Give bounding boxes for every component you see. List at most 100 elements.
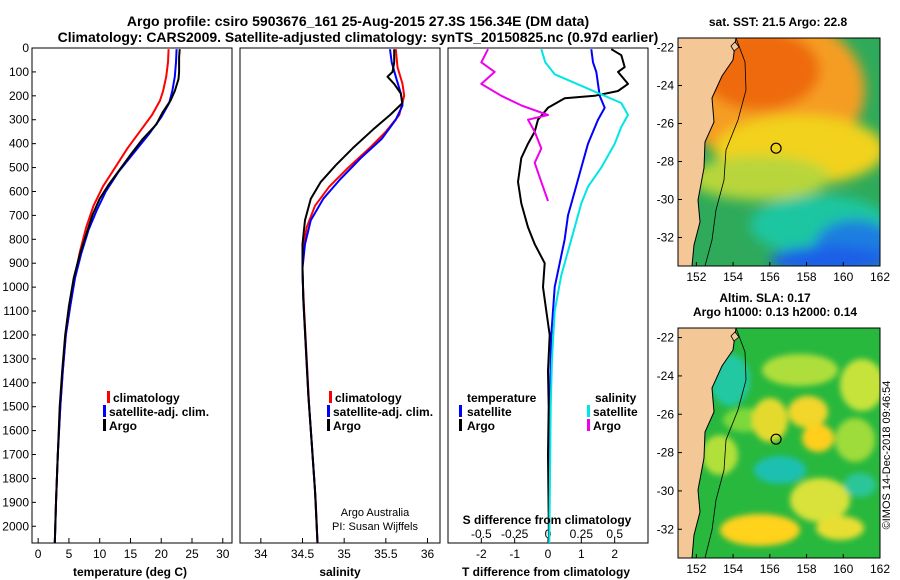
legend-climatology-swatch (107, 391, 110, 403)
depth-tick-label: 1100 (3, 304, 29, 318)
island (730, 41, 740, 52)
legend-argo-label: Argo (109, 419, 137, 433)
sla-map-title-1: Altim. SLA: 0.17 (719, 291, 811, 305)
map-y-tick-label: -24 (657, 79, 675, 93)
temperature-difference-axis: -2 -1 0 1 2 (476, 538, 618, 561)
isobath (704, 38, 747, 266)
x-tick-label: 2 (611, 547, 618, 561)
legend-climatology-label: climatology (113, 391, 180, 405)
depth-tick-label: 300 (9, 113, 29, 127)
x-tick-label: 5 (66, 547, 73, 561)
legend-salinity-title: salinity (595, 391, 637, 405)
x-tick-label: -1 (509, 547, 520, 561)
temperature-axis-label: temperature (deg C) (73, 565, 187, 579)
s-diff-tick-label: -0.5 (471, 527, 492, 541)
legend-s-satellite-swatch (587, 405, 590, 417)
sla-map-title-2: Argo h1000: 0.13 h2000: 0.14 (693, 305, 857, 319)
depth-tick-label: 1800 (2, 471, 29, 485)
depth-tick-label: 1400 (2, 376, 29, 390)
map-x-tick-label: 162 (870, 562, 890, 576)
series-line-s-satellite (540, 48, 629, 544)
copyright-stamp: ©IMOS 14-Dec-2018 09:46:54 (881, 381, 893, 530)
sla-map: Altim. SLA: 0.17 Argo h1000: 0.13 h2000:… (657, 291, 891, 576)
map-x-tick-label: 154 (723, 270, 743, 284)
map-y-tick-label: -22 (657, 331, 675, 345)
isobath (704, 328, 747, 558)
x-tick-label: 20 (155, 547, 169, 561)
depth-tick-label: 1200 (2, 328, 29, 342)
depth-tick-label: 700 (9, 208, 29, 222)
depth-tick-label: 800 (9, 232, 29, 246)
australia-coast (678, 328, 737, 558)
map-x-tick-label: 160 (833, 270, 853, 284)
legend-t-satellite-label: satellite (467, 405, 512, 419)
salinity-legend: climatology satellite-adj. clim. Argo (327, 391, 433, 433)
map-x-tick-label: 154 (723, 562, 743, 576)
x-tick-label: 0 (35, 547, 42, 561)
salinity-panel: 34 34.5 35 35.5 36 salinity climatology sate… (239, 47, 441, 579)
difference-legend: temperature satellite Argo salinity sate… (459, 391, 638, 433)
difference-series (480, 48, 629, 544)
temperature-plot-frame (31, 47, 233, 544)
legend-t-argo-label: Argo (467, 419, 495, 433)
sla-map-field (678, 328, 880, 558)
map-x-tick-label: 156 (760, 562, 780, 576)
credit-line-1: Argo Australia (341, 507, 410, 519)
map-y-tick-label: -30 (657, 484, 675, 498)
legend-t-satellite-swatch (459, 405, 462, 417)
map-x-tick-label: 158 (797, 270, 817, 284)
s-diff-tick-label: -0.25 (501, 527, 529, 541)
sst-map-frame (677, 37, 881, 267)
sst-map-field (678, 38, 880, 266)
salinity-x-axis: 34 34.5 35 35.5 36 (254, 538, 434, 561)
series-line-t-satellite (548, 49, 606, 544)
map-y-tick-label: -32 (657, 231, 675, 245)
salinity-series (301, 49, 406, 544)
sst-map: sat. SST: 21.5 Argo: 22.8 152 154 156 158 16… (657, 15, 891, 285)
map-y-tick-label: -32 (657, 522, 675, 536)
x-tick-label: 15 (124, 547, 138, 561)
x-tick-label: 25 (185, 547, 199, 561)
legend-temperature-title: temperature (467, 391, 537, 405)
legend-s-argo-label: Argo (593, 419, 621, 433)
x-tick-label: 35 (337, 547, 351, 561)
credit-line-2: PI: Susan Wijffels (332, 521, 418, 533)
depth-tick-label: 600 (9, 184, 29, 198)
legend-s-satellite-label: satellite (593, 405, 638, 419)
sst-map-axes: 152 154 156 158 160 162 -22 -24 -26 -28 -30 -32 (657, 41, 891, 285)
temperature-series (53, 49, 181, 544)
x-tick-label: 34 (254, 547, 268, 561)
map-y-tick-label: -30 (657, 193, 675, 207)
legend-satellite-swatch (103, 405, 106, 417)
salinity-plot-frame (239, 47, 441, 544)
depth-tick-label: 200 (9, 89, 29, 103)
legend-t-argo-swatch (459, 419, 462, 431)
series-line-s-argo (480, 48, 549, 202)
depth-tick-label: 2000 (2, 519, 29, 533)
legend-s-argo-swatch (587, 419, 590, 431)
series-line-argo (301, 49, 404, 544)
sla-map-axes: 152 154 156 158 160 162 -22 -24 -26 -28 -30 -32 (657, 331, 891, 576)
depth-tick-label: 1700 (2, 448, 29, 462)
difference-panel: -2 -1 0 1 2 -0.5 -0.25 0 0.25 0.5 S difference f… (447, 47, 649, 579)
depth-tick-label: 100 (9, 65, 29, 79)
temperature-x-axis: 0 5 10 15 20 25 30 (35, 538, 230, 561)
profile-location-marker (770, 142, 782, 154)
map-y-tick-label: -24 (657, 369, 675, 383)
depth-tick-label: 0 (22, 41, 29, 55)
depth-tick-label: 1300 (2, 352, 29, 366)
x-tick-label: 0 (545, 547, 552, 561)
legend-satellite-label: satellite-adj. clim. (109, 405, 209, 419)
x-tick-label: 10 (93, 547, 107, 561)
map-y-tick-label: -26 (657, 117, 675, 131)
depth-tick-label: 500 (9, 161, 29, 175)
x-tick-label: 1 (578, 547, 585, 561)
temperature-difference-label: T difference from climatology (462, 565, 630, 579)
s-diff-tick-label: 0.25 (570, 527, 594, 541)
depth-tick-label: 1500 (2, 400, 29, 414)
legend-satellite-swatch (327, 405, 330, 417)
map-x-tick-label: 162 (870, 270, 890, 284)
depth-tick-label: 1900 (2, 495, 29, 509)
salinity-difference-label: S difference from climatology (463, 513, 632, 527)
